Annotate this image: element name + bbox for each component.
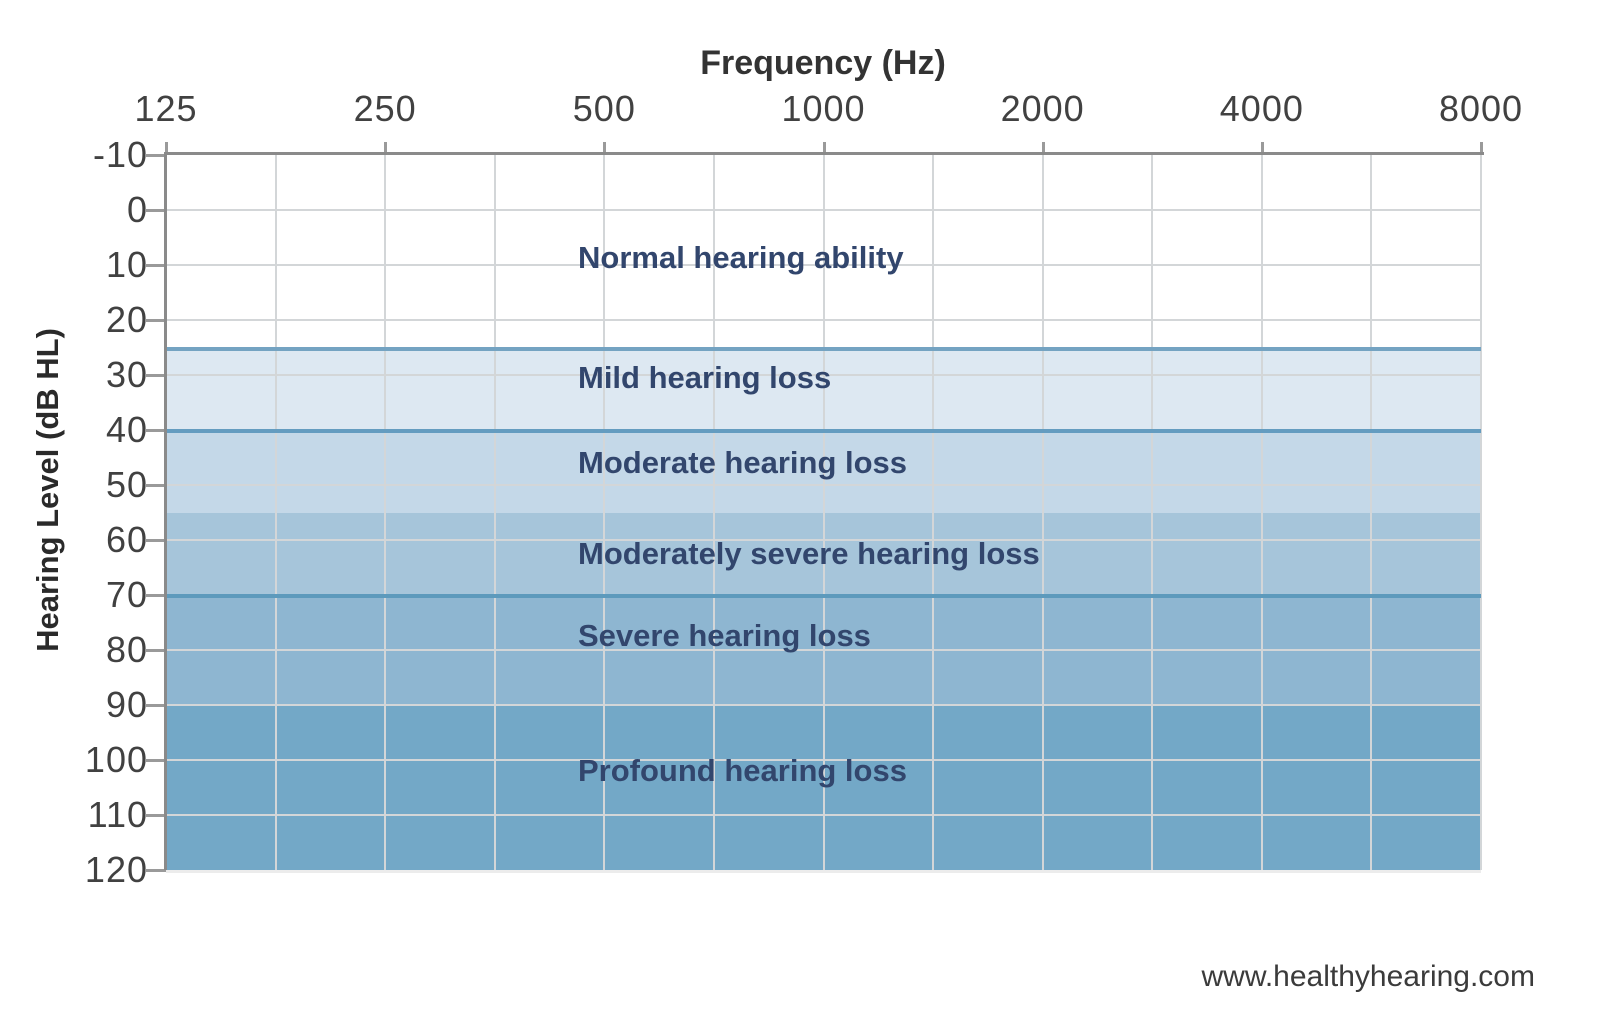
y-tick-label: -10 [92,134,148,175]
vertical-gridline [1370,155,1373,870]
vertical-gridline [1480,155,1482,870]
y-axis-tick [145,319,166,322]
horizontal-gridline [166,209,1481,211]
horizontal-gridline [166,319,1481,321]
x-tick-label: 1000 [781,88,866,129]
y-tick-label: 30 [105,354,148,395]
y-axis-line [164,152,167,870]
y-tick-label: 50 [105,464,148,505]
x-axis-tick [165,142,168,155]
horizontal-gridline [166,374,1481,376]
y-axis-tick [145,154,166,157]
band-label-1: Mild hearing loss [578,359,832,395]
x-axis-title: Frequency (Hz) [700,44,946,82]
y-tick-label: 90 [105,684,148,725]
y-axis-tick [145,594,166,597]
x-axis-tick [1260,142,1264,155]
y-tick-label: 100 [84,739,148,780]
vertical-gridline [603,155,606,870]
x-tick-label: 2000 [1000,88,1085,129]
vertical-gridline [712,155,715,870]
y-axis-tick [145,814,166,817]
x-axis-tick [1480,142,1483,155]
y-axis-tick [145,429,166,432]
y-axis-tick [145,484,166,487]
vertical-gridline [1260,155,1263,870]
horizontal-gridline [166,539,1481,541]
band-boundary-line-4 [166,594,1481,598]
y-axis-tick [145,209,166,212]
y-tick-label: 60 [105,519,148,560]
y-tick-label: 40 [105,409,148,450]
horizontal-gridline [166,814,1481,816]
band-label-3: Moderately severe hearing loss [578,535,1040,571]
x-tick-label: 250 [353,88,417,129]
horizontal-gridline [166,704,1481,706]
band-boundary-line-1 [166,346,1481,351]
y-axis-tick [145,264,166,267]
band-label-5: Profound hearing loss [578,753,907,788]
y-tick-label: 20 [105,299,148,340]
vertical-gridline [274,155,277,870]
x-tick-label: 125 [134,88,198,129]
x-tick-label: 500 [572,88,636,129]
band-boundary-line-2 [166,429,1481,433]
x-tick-label: 4000 [1219,88,1304,129]
horizontal-gridline [166,759,1481,761]
band-label-4: Severe hearing loss [578,618,871,654]
horizontal-gridline [166,484,1481,486]
y-axis-tick [145,374,166,377]
y-axis-tick [145,704,166,707]
y-axis-tick [145,649,166,652]
band-label-2: Moderate hearing loss [578,445,908,480]
y-tick-label: 70 [105,574,148,615]
vertical-gridline [1151,155,1154,870]
y-tick-label: 80 [105,629,148,670]
y-axis-tick [145,759,166,762]
vertical-gridline [493,155,496,870]
band-label-0: Normal hearing ability [578,239,904,275]
x-axis-tick [1041,142,1045,155]
vertical-gridline [1041,155,1044,870]
x-axis-line [164,152,1484,155]
website-url: www.healthyhearing.com [1201,960,1535,993]
y-axis-tick [145,869,166,872]
y-tick-label: 10 [105,244,148,285]
y-tick-label: 110 [87,794,148,835]
vertical-gridline [932,155,935,870]
horizontal-gridline [166,649,1481,651]
x-axis-tick [822,142,826,155]
y-tick-label: 120 [84,849,148,890]
vertical-gridline [384,155,387,870]
x-axis-tick [384,142,388,155]
plot-area: Normal hearing ability Mild hearing loss M… [145,142,1483,873]
horizontal-gridline [166,264,1481,266]
vertical-gridline [822,155,825,870]
x-axis-tick [603,142,607,155]
y-tick-label: 0 [126,189,148,230]
x-tick-label: 8000 [1438,88,1524,129]
y-axis-tick [145,539,166,542]
